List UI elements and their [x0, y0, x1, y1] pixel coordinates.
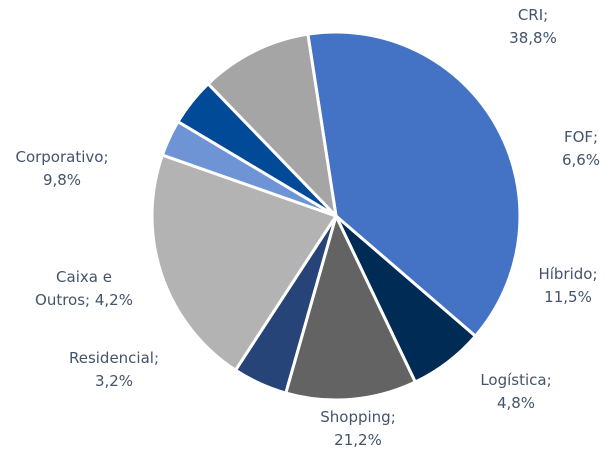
slice-label-log-stica: Logística; 4,8% [480, 371, 551, 412]
slice-label-h-brido: Híbrido; 11,5% [538, 265, 597, 306]
slices-group [150, 30, 522, 402]
pie-slice-shopping [150, 153, 338, 372]
pie-slice-cri [306, 30, 522, 338]
slice-label-shopping: Shopping; 21,2% [320, 408, 396, 449]
slice-label-corporativo: Corporativo; 9,8% [15, 148, 108, 189]
slice-label-fof: FOF; 6,6% [562, 128, 600, 169]
pie-slice-corporativo [206, 32, 338, 218]
slice-label-residencial: Residencial; 3,2% [69, 349, 159, 390]
pie-slice-h-brido [284, 214, 417, 402]
slice-label-caixa-e-outros: Caixa e Outros; 4,2% [35, 268, 133, 309]
labels-group: CRI; 38,8% FOF; 6,6% Híbrido; 11,5% Logística;… [15, 6, 600, 449]
slice-label-cri: CRI; 38,8% [509, 6, 557, 47]
